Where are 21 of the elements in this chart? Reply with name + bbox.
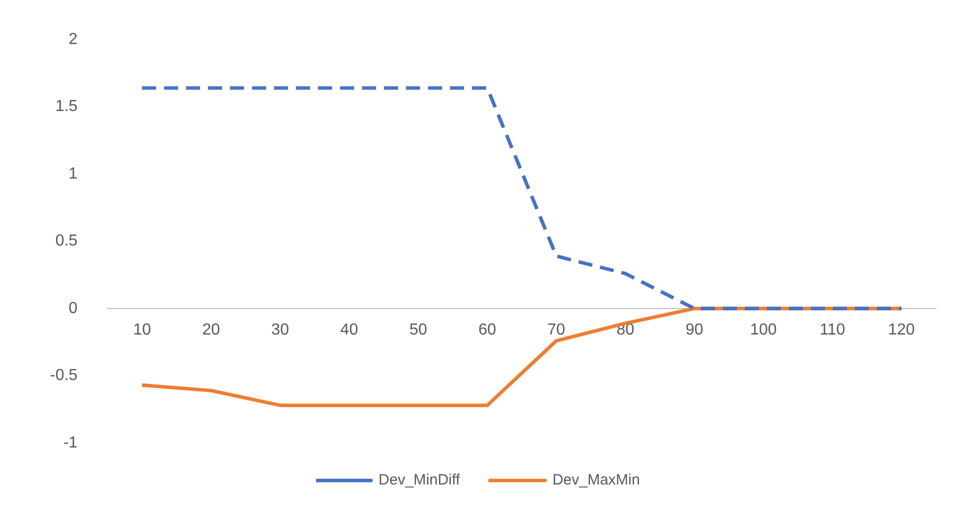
y-tick-label: 1.5: [55, 98, 78, 116]
x-tick-label: 50: [409, 322, 428, 339]
y-tick-label: 0.5: [55, 232, 78, 250]
x-tick-label: 40: [340, 322, 358, 339]
x-tick-label: 90: [685, 322, 704, 339]
legend-label: Dev_MinDiff: [378, 472, 461, 489]
x-tick-label: 20: [202, 322, 220, 339]
legend-label: Dev_MaxMin: [552, 472, 640, 489]
x-tick-label: 100: [750, 322, 777, 339]
y-tick-label: 0: [68, 300, 78, 317]
x-tick-label: 60: [478, 322, 496, 339]
y-tick-label: -1: [63, 434, 78, 452]
y-tick-label: 1: [68, 165, 78, 182]
x-tick-label: 10: [133, 322, 152, 339]
x-tick-label: 70: [547, 322, 566, 339]
x-tick-label: 120: [888, 322, 915, 339]
line-series: [140, 86, 904, 310]
x-tick-label: 30: [271, 322, 290, 339]
y-tick-label: 2: [68, 31, 78, 48]
x-tick-label: 110: [820, 322, 846, 339]
y-tick-label: -0.5: [50, 367, 78, 384]
